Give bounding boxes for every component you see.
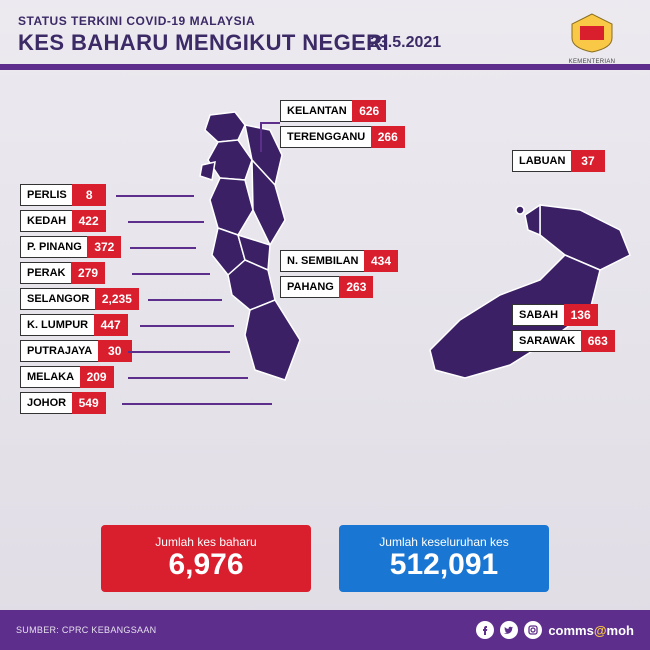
state-label: PERLIS — [20, 184, 74, 206]
state-value: 549 — [72, 392, 106, 414]
state-row: JOHOR549 — [20, 392, 106, 414]
map-east-icon — [420, 200, 640, 390]
total-new-cases: Jumlah kes baharu 6,976 — [101, 525, 311, 593]
header: STATUS TERKINI COVID-19 MALAYSIA KES BAH… — [0, 0, 650, 64]
state-row: PAHANG263 — [280, 276, 373, 298]
state-row: PERAK279 — [20, 262, 105, 284]
state-value: 447 — [94, 314, 128, 336]
state-value: 663 — [581, 330, 615, 352]
date: 23.5.2021 — [370, 34, 441, 52]
state-label: MELAKA — [20, 366, 81, 388]
leader-line — [132, 273, 210, 275]
state-label: P. PINANG — [20, 236, 89, 258]
leader-line — [128, 221, 204, 223]
state-row: SABAH136 — [512, 304, 598, 326]
state-row: KEDAH422 — [20, 210, 106, 232]
state-value: 422 — [72, 210, 106, 232]
state-label: SARAWAK — [512, 330, 582, 352]
leader-line — [128, 377, 248, 379]
footer-source: SUMBER: CPRC KEBANGSAAN — [16, 625, 156, 635]
state-value: 209 — [80, 366, 114, 388]
state-row: LABUAN37 — [512, 150, 605, 172]
state-label: SABAH — [512, 304, 565, 326]
state-row: MELAKA209 — [20, 366, 114, 388]
state-value: 30 — [98, 340, 132, 362]
state-value: 626 — [352, 100, 386, 122]
state-value: 2,235 — [95, 288, 139, 310]
leader-line — [140, 325, 234, 327]
footer: SUMBER: CPRC KEBANGSAAN comms@moh — [0, 610, 650, 650]
total-cumulative-cases: Jumlah keseluruhan kes 512,091 — [339, 525, 549, 593]
state-label: PUTRAJAYA — [20, 340, 99, 362]
state-row: PUTRAJAYA30 — [20, 340, 132, 362]
state-label: LABUAN — [512, 150, 572, 172]
state-label: PAHANG — [280, 276, 341, 298]
leader-line — [260, 122, 280, 124]
state-label: JOHOR — [20, 392, 73, 414]
instagram-icon — [524, 621, 542, 639]
leader-line — [260, 122, 262, 152]
state-row: TERENGGANU266 — [280, 126, 405, 148]
state-label: SELANGOR — [20, 288, 96, 310]
facebook-icon — [476, 621, 494, 639]
state-value: 434 — [364, 250, 398, 272]
total-cum-label: Jumlah keseluruhan kes — [363, 535, 525, 549]
state-row: PERLIS8 — [20, 184, 106, 206]
twitter-icon — [500, 621, 518, 639]
crest-icon — [562, 10, 622, 54]
state-value: 263 — [339, 276, 373, 298]
leader-line — [116, 195, 194, 197]
leader-line — [122, 403, 272, 405]
state-row: SARAWAK663 — [512, 330, 615, 352]
state-label: KELANTAN — [280, 100, 354, 122]
state-label: K. LUMPUR — [20, 314, 95, 336]
state-value: 8 — [72, 184, 106, 206]
state-value: 37 — [571, 150, 605, 172]
state-row: P. PINANG372 — [20, 236, 121, 258]
state-row: SELANGOR2,235 — [20, 288, 139, 310]
total-new-value: 6,976 — [125, 549, 287, 581]
state-value: 136 — [564, 304, 598, 326]
state-label: N. SEMBILAN — [280, 250, 366, 272]
state-value: 372 — [87, 236, 121, 258]
page-title: KES BAHARU MENGIKUT NEGERI — [18, 30, 632, 56]
crest: KEMENTERIAN KESIHATAN MALAYSIA — [552, 10, 632, 70]
state-row: KELANTAN626 — [280, 100, 386, 122]
total-cum-value: 512,091 — [363, 549, 525, 581]
status-line: STATUS TERKINI COVID-19 MALAYSIA — [18, 14, 632, 28]
state-row: K. LUMPUR447 — [20, 314, 128, 336]
handle-text: comms@moh — [548, 623, 634, 638]
footer-handle: comms@moh — [476, 621, 634, 639]
state-value: 279 — [71, 262, 105, 284]
state-label: TERENGGANU — [280, 126, 372, 148]
totals-row: Jumlah kes baharu 6,976 Jumlah keseluruh… — [0, 525, 650, 593]
leader-line — [130, 247, 196, 249]
state-row: N. SEMBILAN434 — [280, 250, 398, 272]
content: PERLIS8 KEDAH422 P. PINANG372 PERAK279 SELAN… — [0, 70, 650, 540]
state-value: 266 — [371, 126, 405, 148]
leader-line — [128, 351, 230, 353]
leader-line — [148, 299, 222, 301]
state-label: KEDAH — [20, 210, 73, 232]
state-label: PERAK — [20, 262, 73, 284]
total-new-label: Jumlah kes baharu — [125, 535, 287, 549]
